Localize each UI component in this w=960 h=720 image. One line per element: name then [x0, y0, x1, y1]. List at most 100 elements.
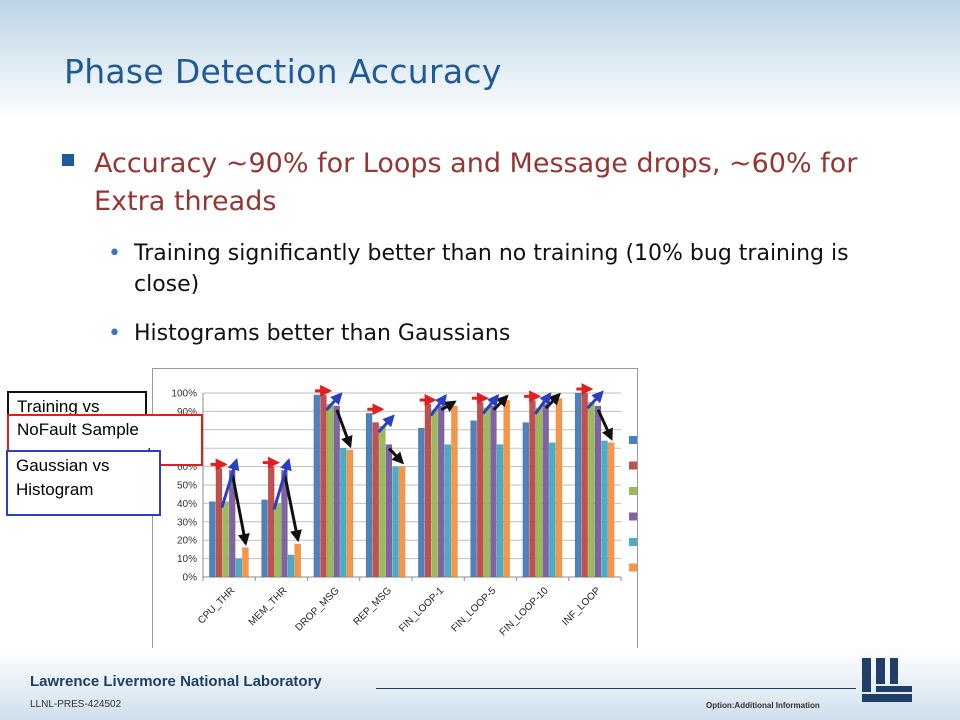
- x-tick-label: DROP_MSG: [293, 585, 341, 633]
- gaussian-histogram-arrow: [586, 390, 604, 410]
- callout-training-text: Training vs: [17, 397, 100, 416]
- legend-swatch: [629, 487, 637, 495]
- footer-divider: [376, 688, 856, 689]
- gaussian-histogram-arrow: [220, 457, 240, 509]
- bar: [555, 398, 563, 578]
- callout-nofault-sample-text: NoFault Sample: [17, 420, 139, 439]
- gaussian-histogram-arrow: [325, 392, 343, 412]
- bar: [470, 420, 477, 578]
- x-tick-label: FIN_LOOP-5: [449, 585, 498, 634]
- footer-doc-id: LLNL-PRES-424502: [30, 699, 122, 710]
- bar: [574, 392, 582, 578]
- gaussian-histogram-arrow: [481, 394, 500, 415]
- bar: [483, 407, 491, 578]
- x-tick-label: REP_MSG: [352, 585, 395, 628]
- llnl-logo-icon: [862, 658, 912, 702]
- chart-canvas: 0%10%20%30%40%50%60%70%80%90%100%CPU_THR…: [171, 383, 637, 638]
- training-arrow: [596, 409, 613, 441]
- bar: [326, 403, 334, 578]
- footer-lab-name: Lawrence Livermore National Laboratory: [30, 673, 322, 690]
- bar: [313, 394, 321, 578]
- footer-option-text: Option:Additional Information: [706, 701, 820, 710]
- bar: [542, 403, 549, 578]
- training-arrow: [492, 394, 509, 411]
- x-tick-label: INF_LOOP: [560, 585, 603, 628]
- x-tick-label: FIN_LOOP-10: [498, 585, 551, 638]
- sub-bullet-training: • Training significantly better than no …: [108, 238, 908, 300]
- y-tick-label: 50%: [177, 481, 197, 492]
- legend-swatch: [629, 563, 637, 572]
- bar: [601, 440, 608, 578]
- bar: [215, 468, 223, 578]
- bar: [242, 547, 249, 578]
- bar: [261, 499, 268, 578]
- bar: [209, 501, 216, 578]
- bar: [274, 503, 282, 578]
- bar: [392, 466, 399, 578]
- gaussian-histogram-arrow: [534, 392, 552, 415]
- bar: [490, 405, 497, 578]
- bar: [379, 425, 386, 578]
- bar: [287, 554, 295, 578]
- bar: [398, 466, 406, 578]
- bar: [385, 444, 393, 578]
- gaussian-histogram-arrow: [377, 414, 395, 434]
- dot-bullet-icon: •: [108, 241, 121, 266]
- bar: [294, 543, 301, 578]
- bar: [339, 447, 347, 578]
- gaussian-histogram-arrow: [429, 393, 447, 417]
- bar: [365, 412, 373, 578]
- y-tick-label: 10%: [177, 554, 197, 565]
- bar: [522, 422, 530, 578]
- bar: [548, 442, 556, 578]
- training-arrow: [335, 409, 353, 449]
- callout-gaussian-line1: Gaussian vs: [16, 456, 110, 475]
- bar: [418, 427, 425, 578]
- bar: [333, 405, 340, 578]
- y-tick-label: 30%: [177, 517, 197, 528]
- training-arrow: [544, 392, 561, 410]
- callout-gaussian-line2: Histogram: [16, 480, 94, 499]
- bar: [535, 407, 543, 578]
- bar: [346, 449, 354, 578]
- y-tick-label: 0%: [183, 573, 198, 584]
- x-tick-label: FIN_LOOP-1: [397, 585, 446, 634]
- bar: [529, 400, 536, 578]
- bar: [267, 466, 275, 578]
- bar: [607, 442, 615, 578]
- bar: [431, 409, 438, 578]
- footer-background: [0, 648, 960, 720]
- training-arrow: [440, 400, 457, 412]
- bar: [235, 558, 243, 578]
- y-tick-label: 60%: [177, 462, 197, 473]
- main-bullet: Accuracy ~90% for Loops and Message drop…: [62, 145, 902, 221]
- bar: [372, 422, 380, 578]
- y-tick-label: 100%: [171, 389, 197, 400]
- bar: [222, 501, 229, 578]
- bar: [581, 392, 589, 578]
- square-bullet-icon: [62, 154, 74, 166]
- bar: [594, 405, 602, 578]
- bar: [320, 394, 327, 578]
- bar: [496, 444, 504, 578]
- sub-bullet-text: Histograms better than Gaussians: [134, 321, 511, 346]
- slide-title: Phase Detection Accuracy: [64, 52, 502, 91]
- bar: [476, 401, 484, 578]
- legend-swatch: [629, 436, 637, 444]
- legend-swatch: [629, 538, 637, 546]
- y-tick-label: 40%: [177, 499, 197, 510]
- training-arrow: [283, 473, 302, 543]
- bar: [588, 401, 595, 578]
- legend-swatch: [629, 512, 637, 521]
- title-background: [0, 0, 960, 120]
- training-arrow: [388, 447, 405, 465]
- y-tick-label: 20%: [177, 536, 197, 547]
- dot-bullet-icon: •: [108, 321, 121, 346]
- y-tick-label: 90%: [177, 407, 197, 418]
- bar: [437, 405, 445, 578]
- sub-bullet-text: Training significantly better than no tr…: [134, 241, 849, 297]
- main-bullet-text: Accuracy ~90% for Loops and Message drop…: [94, 148, 858, 217]
- training-arrow: [230, 473, 250, 546]
- callout-gaussian-histogram: Gaussian vs Histogram: [6, 450, 161, 516]
- accuracy-chart: 0%10%20%30%40%50%60%70%80%90%100%CPU_THR…: [152, 368, 638, 664]
